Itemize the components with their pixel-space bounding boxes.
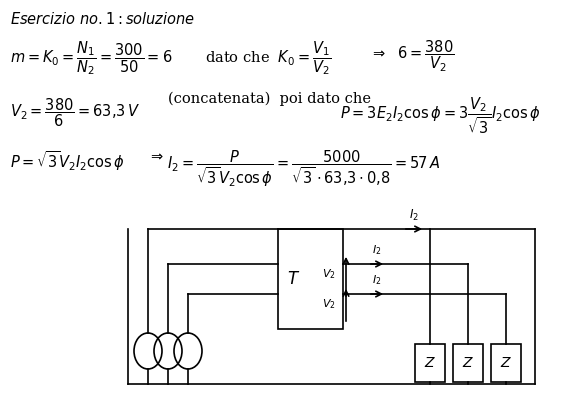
Text: dato che  $K_0 = \dfrac{V_1}{V_2}$: dato che $K_0 = \dfrac{V_1}{V_2}$ [205, 39, 332, 77]
Text: $V_2$: $V_2$ [322, 267, 336, 281]
Text: $P = \sqrt{3}V_2 I_2 \cos\phi$: $P = \sqrt{3}V_2 I_2 \cos\phi$ [10, 149, 125, 173]
Text: $T$: $T$ [288, 271, 300, 288]
Bar [415, 344, 445, 382]
Bar [491, 344, 521, 382]
Text: $I_2$: $I_2$ [372, 243, 382, 257]
Bar [278, 229, 343, 329]
Text: $\Rightarrow$  $6 = \dfrac{380}{V_2}$: $\Rightarrow$ $6 = \dfrac{380}{V_2}$ [370, 39, 455, 74]
Text: $I_2$: $I_2$ [409, 208, 419, 223]
Text: $Z$: $Z$ [424, 356, 436, 370]
Text: (concatenata)  poi dato che: (concatenata) poi dato che [168, 92, 371, 106]
Text: $V_2$: $V_2$ [322, 297, 336, 311]
Text: $\Rightarrow$: $\Rightarrow$ [148, 149, 165, 163]
Text: $\mathbf{\mathit{Esercizio\ no.1:soluzione}}$: $\mathbf{\mathit{Esercizio\ no.1:soluzio… [10, 11, 195, 27]
Text: $m = K_0 = \dfrac{N_1}{N_2} = \dfrac{300}{50} = 6$: $m = K_0 = \dfrac{N_1}{N_2} = \dfrac{300… [10, 39, 172, 77]
Text: $I_2 = \dfrac{P}{\sqrt{3}V_2 \cos\phi} = \dfrac{5000}{\sqrt{3} \cdot 63{,}3 \cdo: $I_2 = \dfrac{P}{\sqrt{3}V_2 \cos\phi} =… [167, 149, 440, 189]
Bar [453, 344, 483, 382]
Text: $V_2 = \dfrac{380}{6} = 63{,}3\,V$: $V_2 = \dfrac{380}{6} = 63{,}3\,V$ [10, 96, 141, 128]
Text: $Z$: $Z$ [462, 356, 474, 370]
Text: $Z$: $Z$ [500, 356, 512, 370]
Text: $P = 3E_2 I_2 \cos\phi = 3\dfrac{V_2}{\sqrt{3}} I_2 \cos\phi$: $P = 3E_2 I_2 \cos\phi = 3\dfrac{V_2}{\s… [340, 96, 540, 136]
Text: $I_2$: $I_2$ [372, 273, 382, 287]
